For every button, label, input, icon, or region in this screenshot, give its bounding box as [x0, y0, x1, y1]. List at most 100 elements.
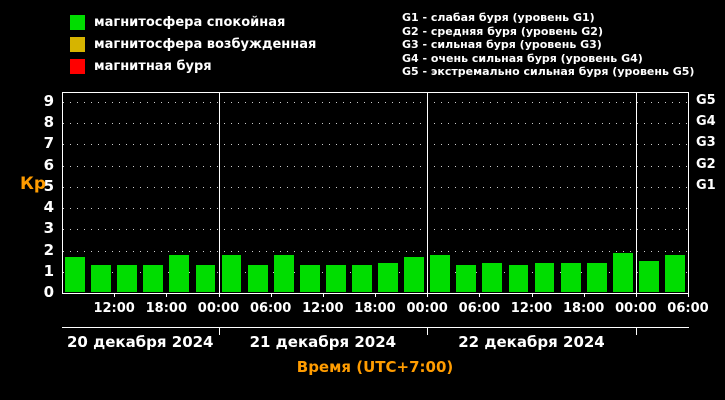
kp-bar [665, 254, 685, 292]
storm-level-description: G4 - очень сильная буря (уровень G4) [402, 51, 643, 65]
date-boundary-tick [635, 327, 637, 335]
date-boundary-tick [218, 327, 220, 335]
x-axis-tick [114, 293, 116, 297]
gridline-kp-1 [63, 271, 687, 273]
x-axis-tick [427, 293, 429, 297]
kp-bar [612, 252, 633, 292]
gridline-kp-5 [63, 186, 687, 188]
x-axis-tick [218, 293, 220, 297]
kp-bar [325, 265, 346, 292]
kp-bar [65, 256, 85, 292]
legend-item-quiet: магнитосфера спокойная [70, 11, 316, 33]
x-axis-tick [166, 293, 168, 297]
y-axis-tick-label: 3 [43, 219, 54, 238]
right-axis-label-g1: G1 [696, 177, 716, 193]
x-axis-tick-label: 00:00 [406, 301, 448, 316]
kp-bar [299, 265, 320, 292]
x-axis-tick-label: 06:00 [249, 301, 292, 316]
y-axis-tick-label: 6 [43, 155, 54, 174]
gridline-kp-2 [63, 250, 687, 252]
x-axis-tick [531, 293, 533, 297]
date-label: 20 декабря 2024 [67, 333, 214, 351]
x-axis-tick-label: 12:00 [510, 301, 553, 316]
x-axis-tick-label: 18:00 [354, 301, 396, 316]
kp-bar [247, 265, 268, 292]
y-axis-tick-label: 2 [43, 240, 54, 259]
x-axis-tick-label: 18:00 [145, 301, 188, 316]
kp-bar [456, 265, 477, 292]
date-label: 22 декабря 2024 [458, 333, 605, 351]
right-axis-label-g5: G5 [696, 93, 716, 108]
y-axis-tick-label: 0 [43, 283, 54, 301]
y-axis-tick-label: 9 [43, 92, 54, 110]
kp-bar [143, 265, 164, 292]
x-axis-tick-label: 12:00 [93, 301, 135, 316]
day-separator-line [427, 92, 429, 293]
legend-swatch-storm [70, 58, 85, 74]
x-axis-tick [583, 293, 585, 297]
y-axis-tick-label: 1 [43, 261, 54, 280]
gridline-kp-4 [63, 208, 687, 210]
kp-bar [221, 254, 242, 292]
storm-level-description: G3 - сильная буря (уровень G3) [402, 38, 602, 51]
gridline-kp-6 [63, 165, 687, 167]
kp-bar [195, 265, 216, 292]
right-axis-label-g4: G4 [696, 114, 716, 130]
x-axis-tick-label: 06:00 [667, 301, 709, 316]
kp-bar [430, 254, 451, 292]
day-separator-line [635, 92, 637, 293]
legend: магнитосфера спокойная магнитосфера возбу… [70, 11, 316, 77]
legend-label: магнитная буря [94, 58, 212, 74]
gridline-kp-7 [63, 144, 687, 146]
kp-bar [169, 254, 190, 292]
kp-bar [482, 263, 503, 292]
y-axis-tick-label: 4 [43, 198, 54, 217]
storm-level-description: G2 - средняя буря (уровень G2) [402, 24, 603, 38]
kp-bar [508, 265, 529, 292]
gridline-kp-3 [63, 229, 687, 231]
x-axis-tick [479, 293, 481, 297]
storm-level-description: G1 - слабая буря (уровень G1) [402, 11, 595, 24]
gridline-kp-9 [63, 102, 687, 103]
kp-bar [352, 265, 372, 292]
storm-level-description: G5 - экстремально сильная буря (уровень … [402, 65, 695, 78]
right-axis-label-g3: G3 [696, 135, 716, 151]
kp-bar [91, 265, 112, 292]
storm-levels-list: G1 - слабая буря (уровень G1) G2 - средня… [402, 11, 694, 79]
gridline-kp-8 [63, 123, 687, 125]
date-boundary-tick [427, 327, 429, 335]
legend-label: магнитосфера возбужденная [94, 36, 317, 52]
x-axis-tick [322, 293, 324, 297]
x-axis-title: Время (UTC+7:00) [296, 358, 454, 376]
legend-item-storm: магнитная буря [70, 55, 316, 77]
kp-bar [534, 263, 555, 292]
right-axis-label-g2: G2 [696, 156, 716, 172]
x-axis-tick [270, 293, 272, 297]
x-axis-tick-label: 06:00 [458, 301, 501, 316]
x-axis-tick-label: 00:00 [197, 301, 240, 316]
x-axis-tick [635, 293, 637, 297]
x-axis-tick [375, 293, 376, 297]
y-axis-title: Кр [19, 174, 47, 194]
y-axis-tick-label: 7 [43, 134, 54, 153]
day-separator-line [218, 92, 220, 293]
y-axis-tick-label: 8 [43, 113, 54, 132]
kp-bar [378, 263, 398, 292]
x-axis-tick [688, 293, 689, 297]
x-axis-tick-label: 18:00 [562, 301, 605, 316]
x-axis-tick-label: 12:00 [302, 301, 344, 316]
legend-swatch-excited [70, 36, 85, 52]
date-label: 21 декабря 2024 [249, 333, 397, 351]
x-axis-tick-label: 00:00 [615, 301, 657, 316]
kp-bar [404, 256, 425, 292]
date-axis-line [62, 327, 689, 328]
kp-bar [560, 263, 581, 292]
kp-bar [638, 261, 659, 292]
y-axis-tick-label: 5 [43, 176, 54, 195]
legend-swatch-quiet [70, 14, 85, 30]
kp-bar [117, 265, 138, 292]
kp-bar [273, 254, 294, 292]
legend-label: магнитосфера спокойная [94, 14, 286, 30]
kp-bar [586, 263, 607, 292]
